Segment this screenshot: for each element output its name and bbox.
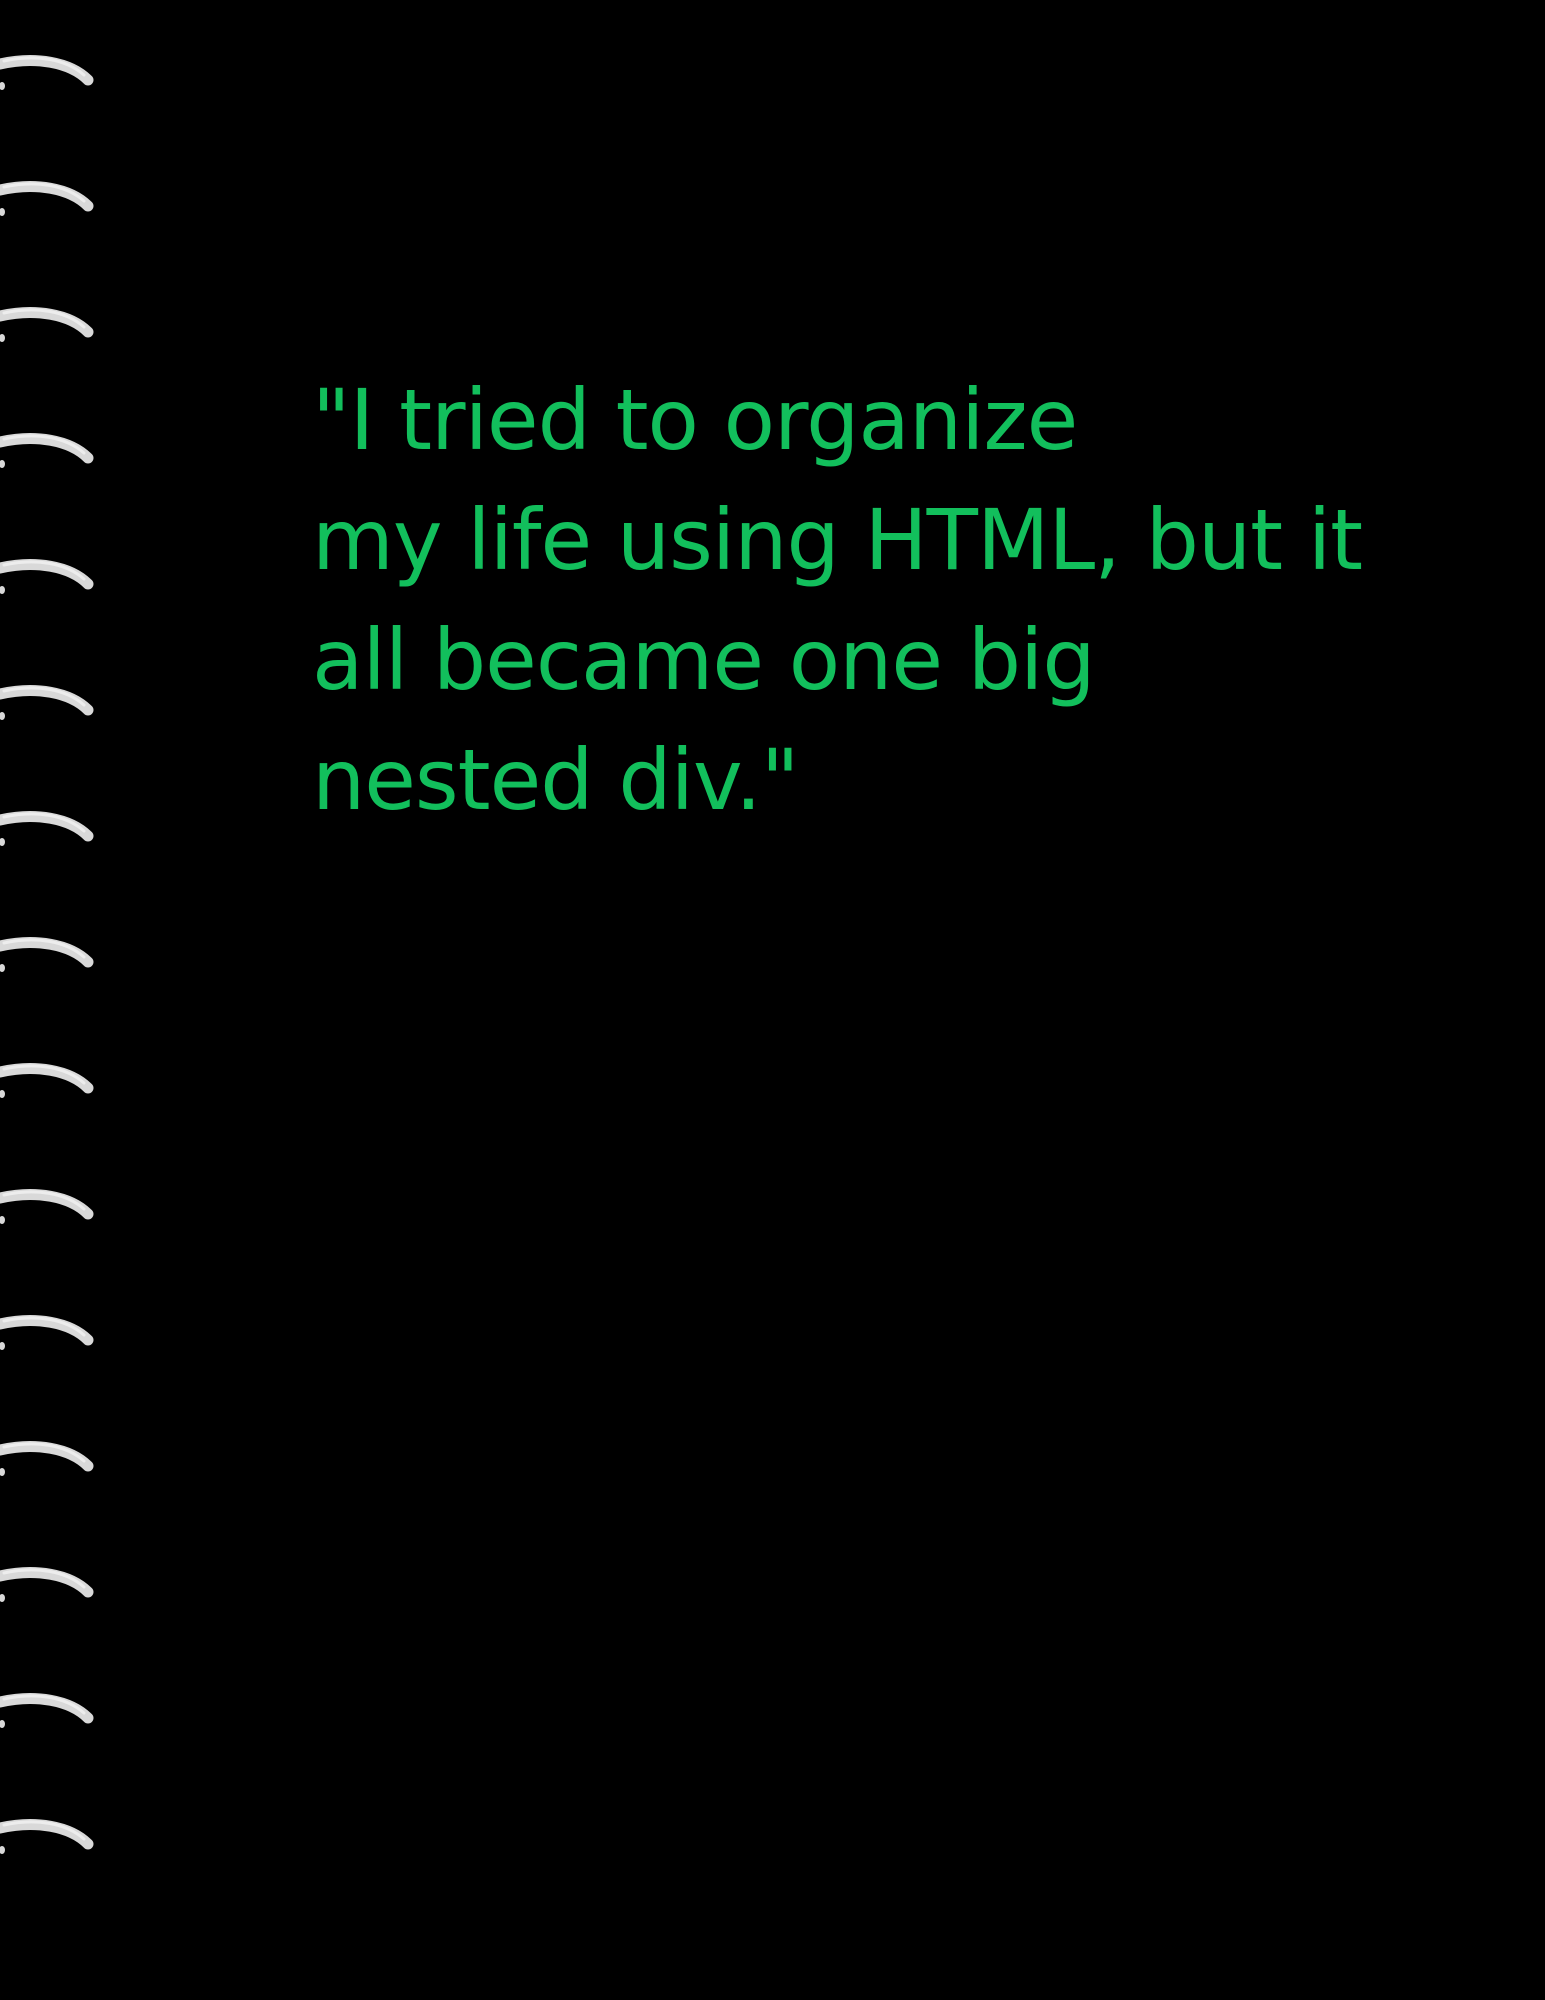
spiral-ring-icon — [0, 937, 94, 972]
spiral-ring-icon — [0, 1189, 94, 1224]
quote-line-2: my life using HTML, but it — [312, 491, 1363, 589]
spiral-ring-icon — [0, 307, 94, 342]
quote-line-1: "I tried to organize — [312, 371, 1078, 469]
spiral-ring-icon — [0, 1819, 94, 1854]
spiral-ring-icon — [0, 181, 94, 216]
spiral-ring-icon — [0, 685, 94, 720]
quote-text: "I tried to organize my life using HTML,… — [312, 360, 1472, 840]
spiral-ring-icon — [0, 1441, 94, 1476]
quote-line-4: nested div." — [312, 731, 800, 829]
spiral-ring-icon — [0, 1315, 94, 1350]
spiral-ring-icon — [0, 811, 94, 846]
spiral-ring-icon — [0, 433, 94, 468]
quote-line-3: all became one big — [312, 611, 1096, 709]
spiral-ring-icon — [0, 55, 94, 90]
spiral-binding — [0, 0, 120, 2000]
spiral-ring-icon — [0, 559, 94, 594]
spiral-ring-icon — [0, 1063, 94, 1098]
spiral-ring-icon — [0, 1567, 94, 1602]
spiral-ring-icon — [0, 1693, 94, 1728]
